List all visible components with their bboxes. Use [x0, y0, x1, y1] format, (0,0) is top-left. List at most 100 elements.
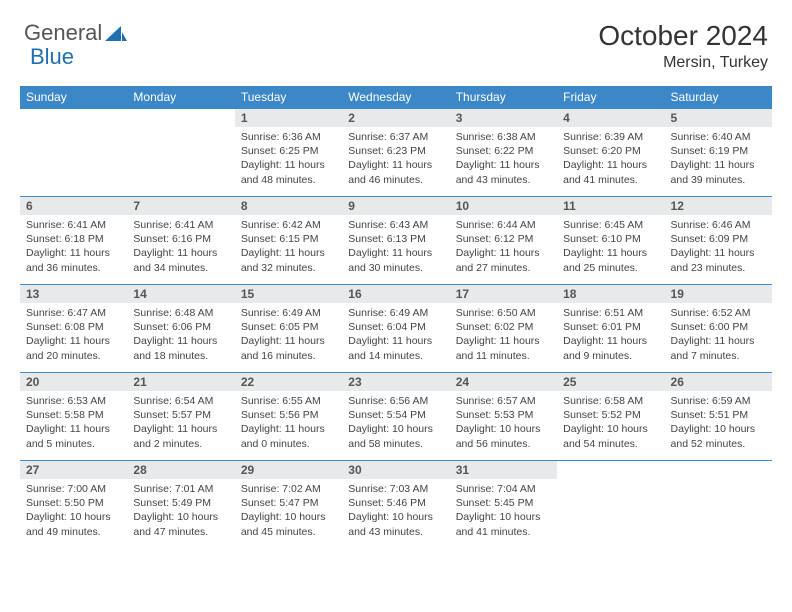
sunset: Sunset: 6:02 PM — [456, 320, 551, 334]
weekday-header: Monday — [127, 86, 234, 109]
calendar-cell: 7Sunrise: 6:41 AMSunset: 6:16 PMDaylight… — [127, 197, 234, 285]
sunrise: Sunrise: 6:40 AM — [671, 130, 766, 144]
day-number: 18 — [557, 285, 664, 303]
day-number: 27 — [20, 461, 127, 479]
day-data: Sunrise: 6:48 AMSunset: 6:06 PMDaylight:… — [127, 303, 234, 367]
calendar-cell: 15Sunrise: 6:49 AMSunset: 6:05 PMDayligh… — [235, 285, 342, 373]
calendar-cell: 14Sunrise: 6:48 AMSunset: 6:06 PMDayligh… — [127, 285, 234, 373]
weekday-header: Sunday — [20, 86, 127, 109]
day-data: Sunrise: 7:02 AMSunset: 5:47 PMDaylight:… — [235, 479, 342, 543]
sunset: Sunset: 6:00 PM — [671, 320, 766, 334]
daylight: Daylight: 11 hours and 30 minutes. — [348, 246, 443, 274]
sunset: Sunset: 6:20 PM — [563, 144, 658, 158]
sunrise: Sunrise: 6:53 AM — [26, 394, 121, 408]
calendar-cell: 11Sunrise: 6:45 AMSunset: 6:10 PMDayligh… — [557, 197, 664, 285]
sunrise: Sunrise: 6:36 AM — [241, 130, 336, 144]
sunrise: Sunrise: 6:48 AM — [133, 306, 228, 320]
day-data: Sunrise: 6:36 AMSunset: 6:25 PMDaylight:… — [235, 127, 342, 191]
daylight: Daylight: 11 hours and 36 minutes. — [26, 246, 121, 274]
sunrise: Sunrise: 7:01 AM — [133, 482, 228, 496]
day-data: Sunrise: 6:53 AMSunset: 5:58 PMDaylight:… — [20, 391, 127, 455]
calendar-row: 1Sunrise: 6:36 AMSunset: 6:25 PMDaylight… — [20, 109, 772, 197]
day-number: 31 — [450, 461, 557, 479]
day-data: Sunrise: 6:59 AMSunset: 5:51 PMDaylight:… — [665, 391, 772, 455]
daylight: Daylight: 10 hours and 58 minutes. — [348, 422, 443, 450]
calendar-cell: 21Sunrise: 6:54 AMSunset: 5:57 PMDayligh… — [127, 373, 234, 461]
daylight: Daylight: 10 hours and 47 minutes. — [133, 510, 228, 538]
sunrise: Sunrise: 6:56 AM — [348, 394, 443, 408]
sunrise: Sunrise: 6:50 AM — [456, 306, 551, 320]
sail-icon — [105, 24, 127, 42]
sunset: Sunset: 6:12 PM — [456, 232, 551, 246]
day-number: 11 — [557, 197, 664, 215]
sunrise: Sunrise: 6:45 AM — [563, 218, 658, 232]
day-data: Sunrise: 6:47 AMSunset: 6:08 PMDaylight:… — [20, 303, 127, 367]
daylight: Daylight: 10 hours and 45 minutes. — [241, 510, 336, 538]
day-data: Sunrise: 6:51 AMSunset: 6:01 PMDaylight:… — [557, 303, 664, 367]
sunrise: Sunrise: 6:41 AM — [26, 218, 121, 232]
sunrise: Sunrise: 6:39 AM — [563, 130, 658, 144]
daylight: Daylight: 11 hours and 32 minutes. — [241, 246, 336, 274]
daylight: Daylight: 11 hours and 34 minutes. — [133, 246, 228, 274]
day-data: Sunrise: 7:01 AMSunset: 5:49 PMDaylight:… — [127, 479, 234, 543]
sunrise: Sunrise: 6:44 AM — [456, 218, 551, 232]
daylight: Daylight: 11 hours and 5 minutes. — [26, 422, 121, 450]
day-number: 20 — [20, 373, 127, 391]
day-data: Sunrise: 6:58 AMSunset: 5:52 PMDaylight:… — [557, 391, 664, 455]
sunset: Sunset: 5:58 PM — [26, 408, 121, 422]
daylight: Daylight: 10 hours and 56 minutes. — [456, 422, 551, 450]
calendar-cell: 4Sunrise: 6:39 AMSunset: 6:20 PMDaylight… — [557, 109, 664, 197]
sunset: Sunset: 5:56 PM — [241, 408, 336, 422]
sunrise: Sunrise: 6:38 AM — [456, 130, 551, 144]
sunset: Sunset: 5:49 PM — [133, 496, 228, 510]
calendar-cell: 17Sunrise: 6:50 AMSunset: 6:02 PMDayligh… — [450, 285, 557, 373]
sunrise: Sunrise: 6:58 AM — [563, 394, 658, 408]
sunrise: Sunrise: 6:42 AM — [241, 218, 336, 232]
sunset: Sunset: 5:57 PM — [133, 408, 228, 422]
brand-part1: General — [24, 20, 102, 46]
day-number: 1 — [235, 109, 342, 127]
daylight: Daylight: 10 hours and 49 minutes. — [26, 510, 121, 538]
sunset: Sunset: 5:50 PM — [26, 496, 121, 510]
day-data: Sunrise: 6:54 AMSunset: 5:57 PMDaylight:… — [127, 391, 234, 455]
sunset: Sunset: 6:16 PM — [133, 232, 228, 246]
calendar-row: 6Sunrise: 6:41 AMSunset: 6:18 PMDaylight… — [20, 197, 772, 285]
sunrise: Sunrise: 6:37 AM — [348, 130, 443, 144]
sunset: Sunset: 6:23 PM — [348, 144, 443, 158]
sunset: Sunset: 6:25 PM — [241, 144, 336, 158]
sunrise: Sunrise: 6:41 AM — [133, 218, 228, 232]
daylight: Daylight: 11 hours and 7 minutes. — [671, 334, 766, 362]
sunset: Sunset: 5:54 PM — [348, 408, 443, 422]
day-number: 21 — [127, 373, 234, 391]
day-number: 13 — [20, 285, 127, 303]
daylight: Daylight: 11 hours and 20 minutes. — [26, 334, 121, 362]
day-number: 15 — [235, 285, 342, 303]
calendar-cell — [557, 461, 664, 549]
day-data: Sunrise: 6:39 AMSunset: 6:20 PMDaylight:… — [557, 127, 664, 191]
sunset: Sunset: 6:05 PM — [241, 320, 336, 334]
daylight: Daylight: 10 hours and 41 minutes. — [456, 510, 551, 538]
sunrise: Sunrise: 6:51 AM — [563, 306, 658, 320]
sunset: Sunset: 5:53 PM — [456, 408, 551, 422]
daylight: Daylight: 11 hours and 27 minutes. — [456, 246, 551, 274]
sunset: Sunset: 5:45 PM — [456, 496, 551, 510]
calendar-cell: 20Sunrise: 6:53 AMSunset: 5:58 PMDayligh… — [20, 373, 127, 461]
day-data: Sunrise: 6:55 AMSunset: 5:56 PMDaylight:… — [235, 391, 342, 455]
calendar-cell: 1Sunrise: 6:36 AMSunset: 6:25 PMDaylight… — [235, 109, 342, 197]
calendar-cell: 31Sunrise: 7:04 AMSunset: 5:45 PMDayligh… — [450, 461, 557, 549]
day-number: 2 — [342, 109, 449, 127]
weekday-header: Tuesday — [235, 86, 342, 109]
calendar-cell — [665, 461, 772, 549]
day-data: Sunrise: 6:38 AMSunset: 6:22 PMDaylight:… — [450, 127, 557, 191]
day-data: Sunrise: 6:44 AMSunset: 6:12 PMDaylight:… — [450, 215, 557, 279]
sunset: Sunset: 6:19 PM — [671, 144, 766, 158]
sunrise: Sunrise: 6:49 AM — [241, 306, 336, 320]
calendar-cell — [20, 109, 127, 197]
day-number: 8 — [235, 197, 342, 215]
calendar-cell: 19Sunrise: 6:52 AMSunset: 6:00 PMDayligh… — [665, 285, 772, 373]
daylight: Daylight: 11 hours and 14 minutes. — [348, 334, 443, 362]
calendar-cell: 29Sunrise: 7:02 AMSunset: 5:47 PMDayligh… — [235, 461, 342, 549]
title-block: October 2024 Mersin, Turkey — [598, 20, 768, 72]
sunrise: Sunrise: 6:54 AM — [133, 394, 228, 408]
day-data: Sunrise: 6:56 AMSunset: 5:54 PMDaylight:… — [342, 391, 449, 455]
